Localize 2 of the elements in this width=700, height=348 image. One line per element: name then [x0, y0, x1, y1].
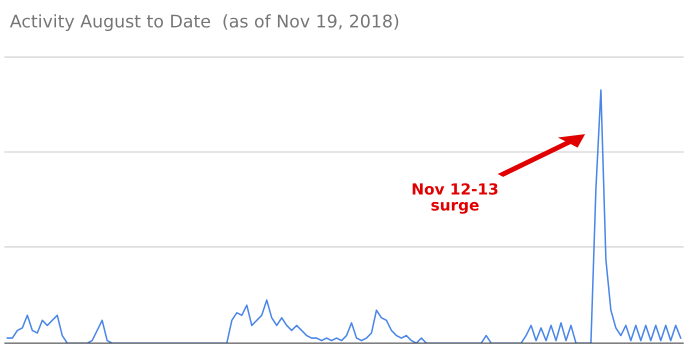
annotation: Nov 12-13 surge [412, 183, 498, 214]
chart-title: Activity August to Date (as of Nov 19, 2018) [10, 14, 398, 32]
